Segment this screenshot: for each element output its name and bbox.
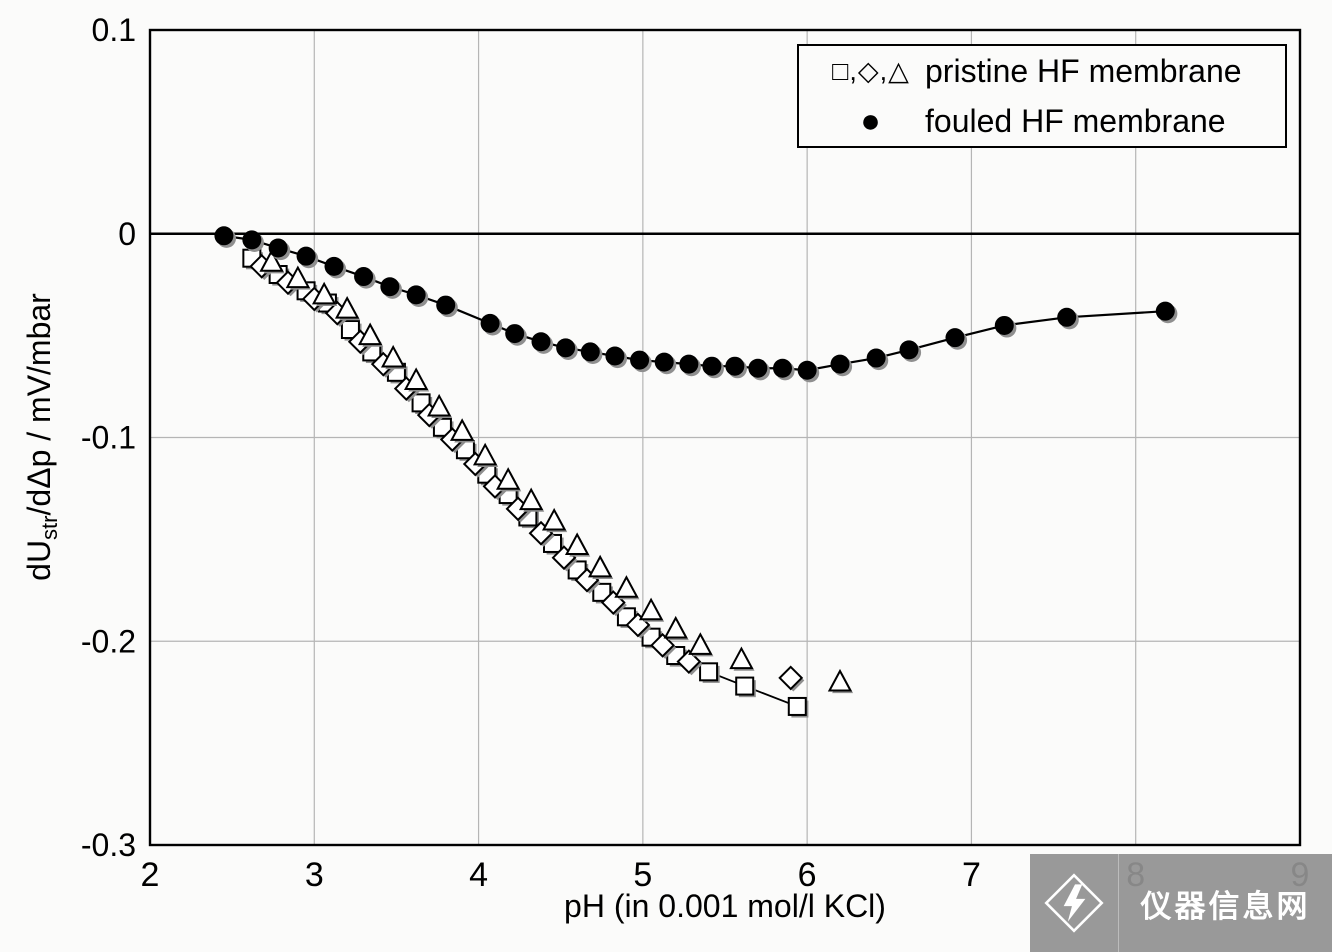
y-tick-label: -0.3 [81,827,136,863]
x-axis-title: pH (in 0.001 mol/l KCl) [564,888,886,924]
instrument-site-logo-icon [1030,854,1119,952]
y-axis-title-post: /dΔp / mV/mbar [20,293,57,516]
legend-item-fouled: ● fouled HF membrane [799,96,1285,146]
watermark: 仪器信息网 [1030,854,1332,952]
y-tick-label: -0.2 [81,623,136,659]
x-tick-label: 4 [469,856,488,894]
series-triangle [259,249,854,694]
y-tick-label: 0.1 [92,12,136,48]
series-circle [214,226,1178,383]
y-axis-title-sub: str [37,515,63,540]
fouled-marker-icon: ● [860,101,882,140]
legend-label-fouled: fouled HF membrane [925,102,1226,139]
x-tick-label: 6 [798,856,817,894]
legend-label-pristine: pristine HF membrane [925,52,1242,89]
chart-legend: □,◇,△ pristine HF membrane ● fouled HF m… [797,44,1287,148]
y-axis-title-pre: dU [20,539,57,581]
y-axis-title: dUstr/dΔp / mV/mbar [21,293,63,581]
pristine-markers-icon: □,◇,△ [832,55,910,86]
legend-item-pristine: □,◇,△ pristine HF membrane [799,46,1285,96]
gridlines [150,30,1300,845]
y-tick-label: -0.1 [81,420,136,456]
x-tick-label: 5 [633,856,652,894]
x-tick-label: 2 [141,856,160,894]
y-tick-label: 0 [118,216,136,252]
x-tick-label: 3 [305,856,324,894]
watermark-text: 仪器信息网 [1140,888,1311,924]
x-tick-label: 7 [962,856,981,894]
plot-frame [148,28,1302,847]
tick-labels: 234567890.10-0.1-0.2-0.3 [81,12,1310,894]
